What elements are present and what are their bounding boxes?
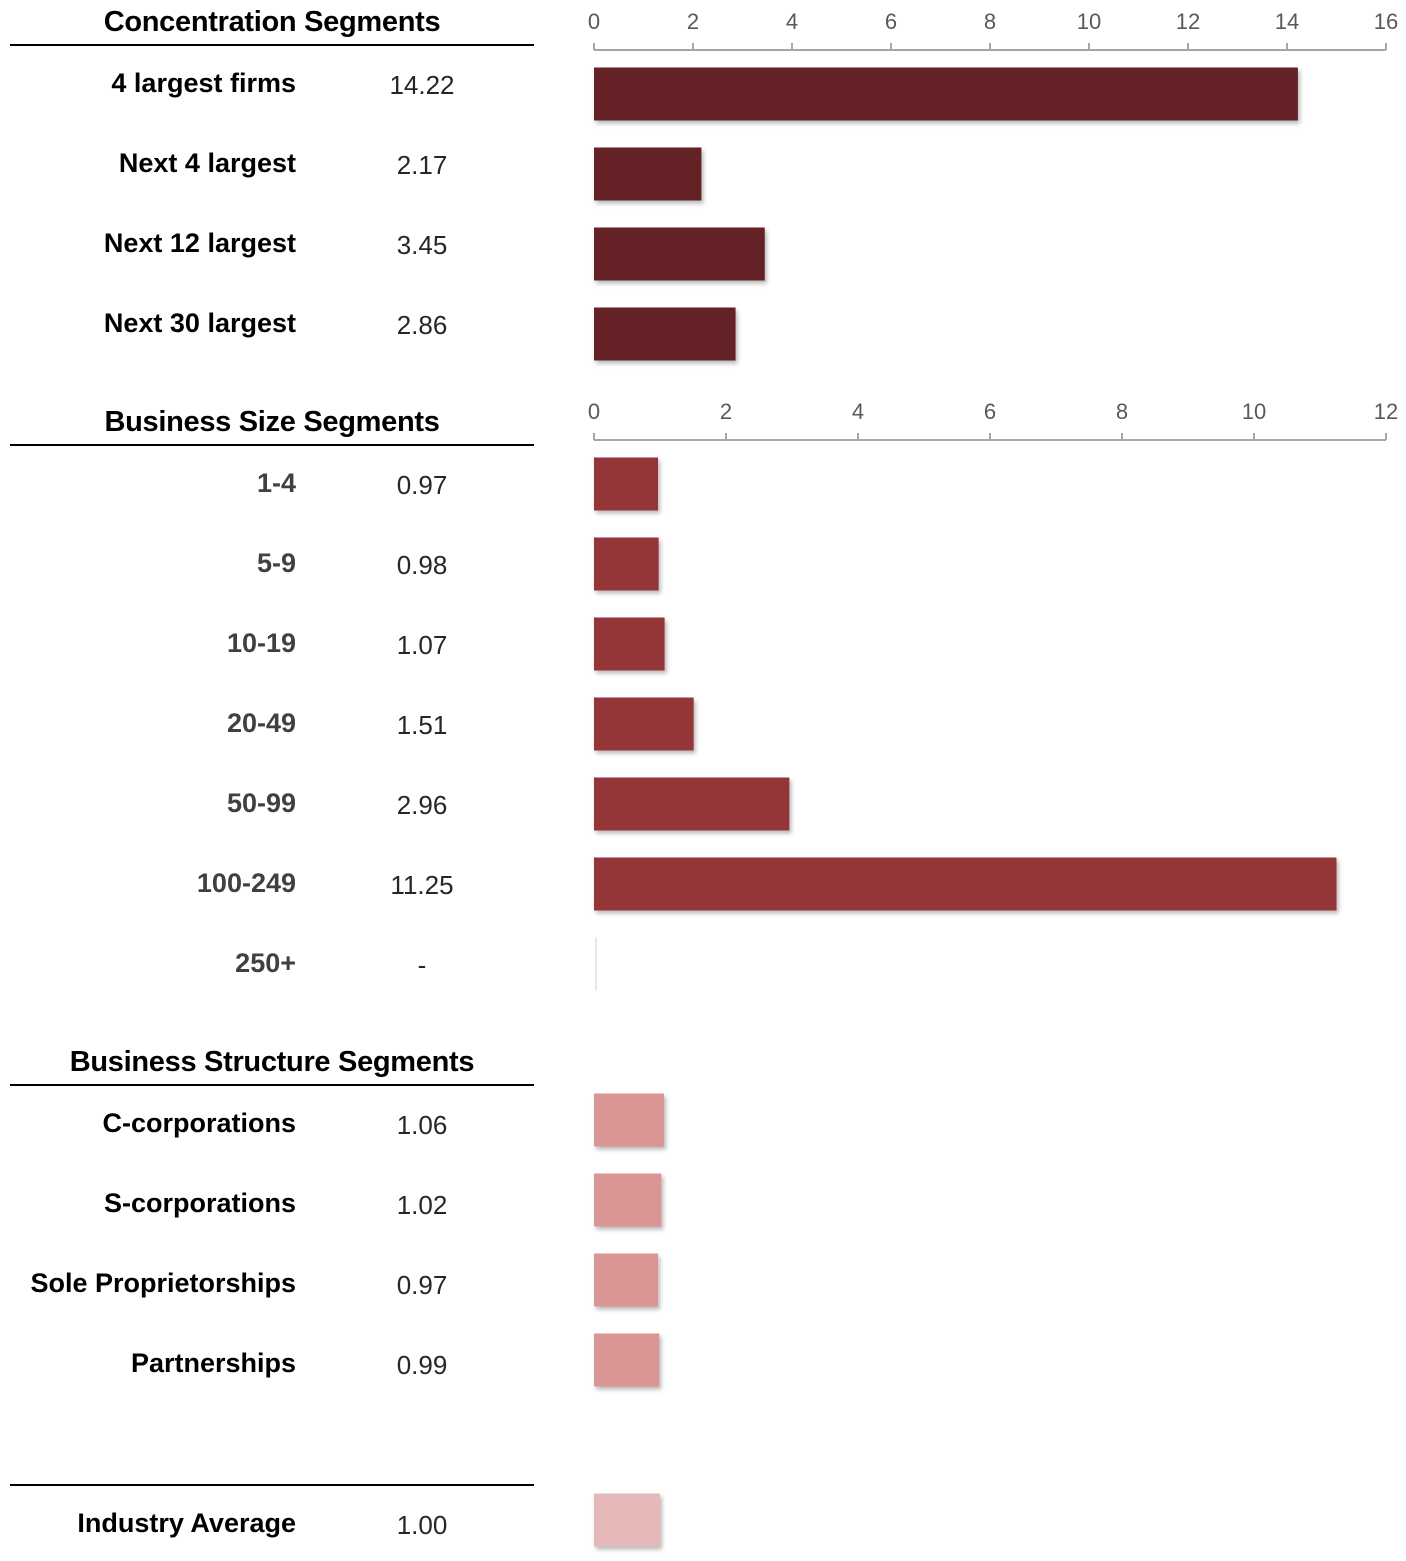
row-label: Partnerships (130, 1348, 296, 1378)
x-tick-label: 2 (687, 9, 699, 34)
row-value: 2.17 (396, 150, 448, 180)
row-label: Next 12 largest (103, 228, 296, 258)
row-label: Sole Proprietorships (30, 1268, 296, 1298)
row-label: 100-249 (196, 868, 296, 898)
row-value: 1.00 (396, 1510, 448, 1540)
row-value: 14.22 (389, 70, 455, 100)
section-title-business-structure: Business Structure Segments (69, 1046, 475, 1078)
row-label: 4 largest firms (111, 68, 296, 98)
section-title-business-size: Business Size Segments (104, 406, 440, 438)
row-label: 10-19 (226, 628, 296, 658)
row-value: 1.51 (396, 710, 448, 740)
x-tick-label: 12 (1176, 9, 1200, 34)
x-tick-label: 10 (1242, 399, 1266, 424)
row-label: 5-9 (256, 548, 296, 578)
bar (594, 307, 736, 361)
row-value: 0.97 (396, 1270, 448, 1300)
row-label: 250+ (235, 948, 296, 978)
bar (594, 1173, 662, 1227)
row-value: - (417, 950, 427, 980)
section-rule-business-structure (10, 1084, 534, 1086)
x-tick-label: 8 (984, 9, 996, 34)
bar (594, 857, 1337, 911)
row-value: 0.98 (396, 550, 448, 580)
x-tick-label: 6 (885, 9, 897, 34)
row-label: C-corporations (102, 1108, 296, 1138)
row-label: Industry Average (77, 1508, 296, 1538)
x-tick-label: 14 (1275, 9, 1299, 34)
row-value: 1.02 (396, 1190, 448, 1220)
bar (594, 227, 765, 281)
row-value: 0.97 (396, 470, 448, 500)
row-label: Next 4 largest (118, 148, 296, 178)
bar (594, 67, 1298, 121)
bar (594, 537, 659, 591)
x-tick-label: 0 (588, 9, 600, 34)
row-value: 11.25 (390, 870, 454, 900)
bar (594, 1253, 659, 1307)
x-tick-label: 16 (1374, 9, 1398, 34)
row-value: 2.96 (396, 790, 448, 820)
bar (594, 697, 694, 751)
bar (594, 1093, 664, 1147)
row-label: Next 30 largest (103, 308, 296, 338)
bar (594, 777, 790, 831)
row-value: 2.86 (396, 310, 448, 340)
x-tick-label: 12 (1374, 399, 1398, 424)
bar (594, 457, 659, 511)
bar (594, 147, 702, 201)
row-label: 20-49 (226, 708, 296, 738)
row-label: 50-99 (226, 788, 296, 818)
row-value: 1.06 (396, 1110, 448, 1140)
x-tick-label: 8 (1116, 399, 1128, 424)
x-tick-label: 2 (720, 399, 732, 424)
row-value: 3.45 (396, 230, 448, 260)
row-label: 1-4 (256, 468, 296, 498)
x-tick-label: 10 (1077, 9, 1101, 34)
x-tick-label: 6 (984, 399, 996, 424)
section-rule-industry-average (10, 1484, 534, 1486)
bar (594, 1493, 660, 1547)
x-tick-label: 4 (786, 9, 798, 34)
section-title-concentration: Concentration Segments (103, 6, 441, 38)
section-rule-concentration (10, 44, 534, 46)
x-tick-label: 4 (852, 399, 864, 424)
x-tick-label: 0 (588, 399, 600, 424)
section-rule-business-size (10, 444, 534, 446)
row-label: S-corporations (103, 1188, 296, 1218)
row-value: 0.99 (396, 1350, 448, 1380)
bar (594, 1333, 660, 1387)
row-value: 1.07 (396, 630, 448, 660)
bar (594, 617, 665, 671)
